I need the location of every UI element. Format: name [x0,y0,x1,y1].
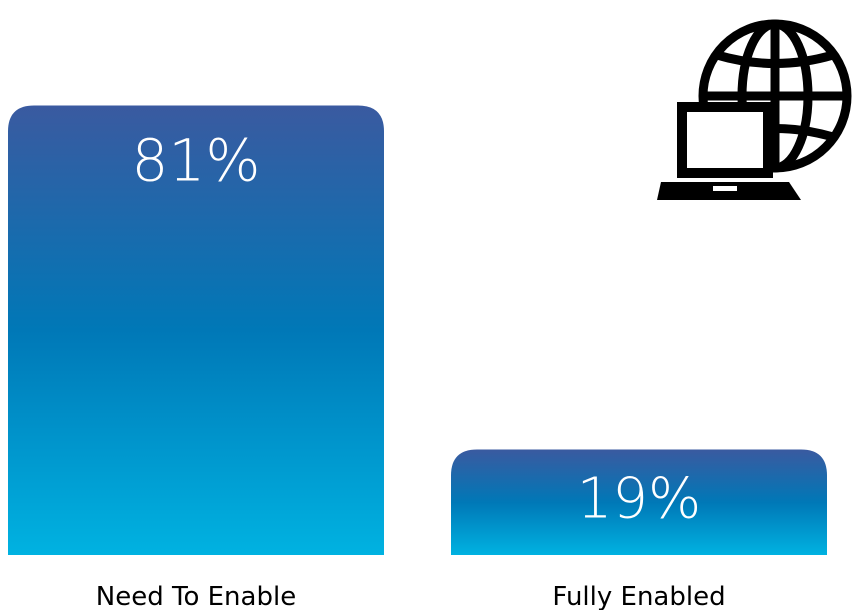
bar-2 [451,449,827,555]
laptop-globe-icon [655,14,862,210]
bar-1 [8,105,384,555]
category-label: Fully Enabled [552,582,725,610]
category-label: Need To Enable [96,582,296,610]
bar-value-label: 81% [132,126,261,194]
bars-group: 81% Need To Enable 19% Fully Enabled [8,105,827,610]
bar-value-label: 19% [577,467,701,532]
